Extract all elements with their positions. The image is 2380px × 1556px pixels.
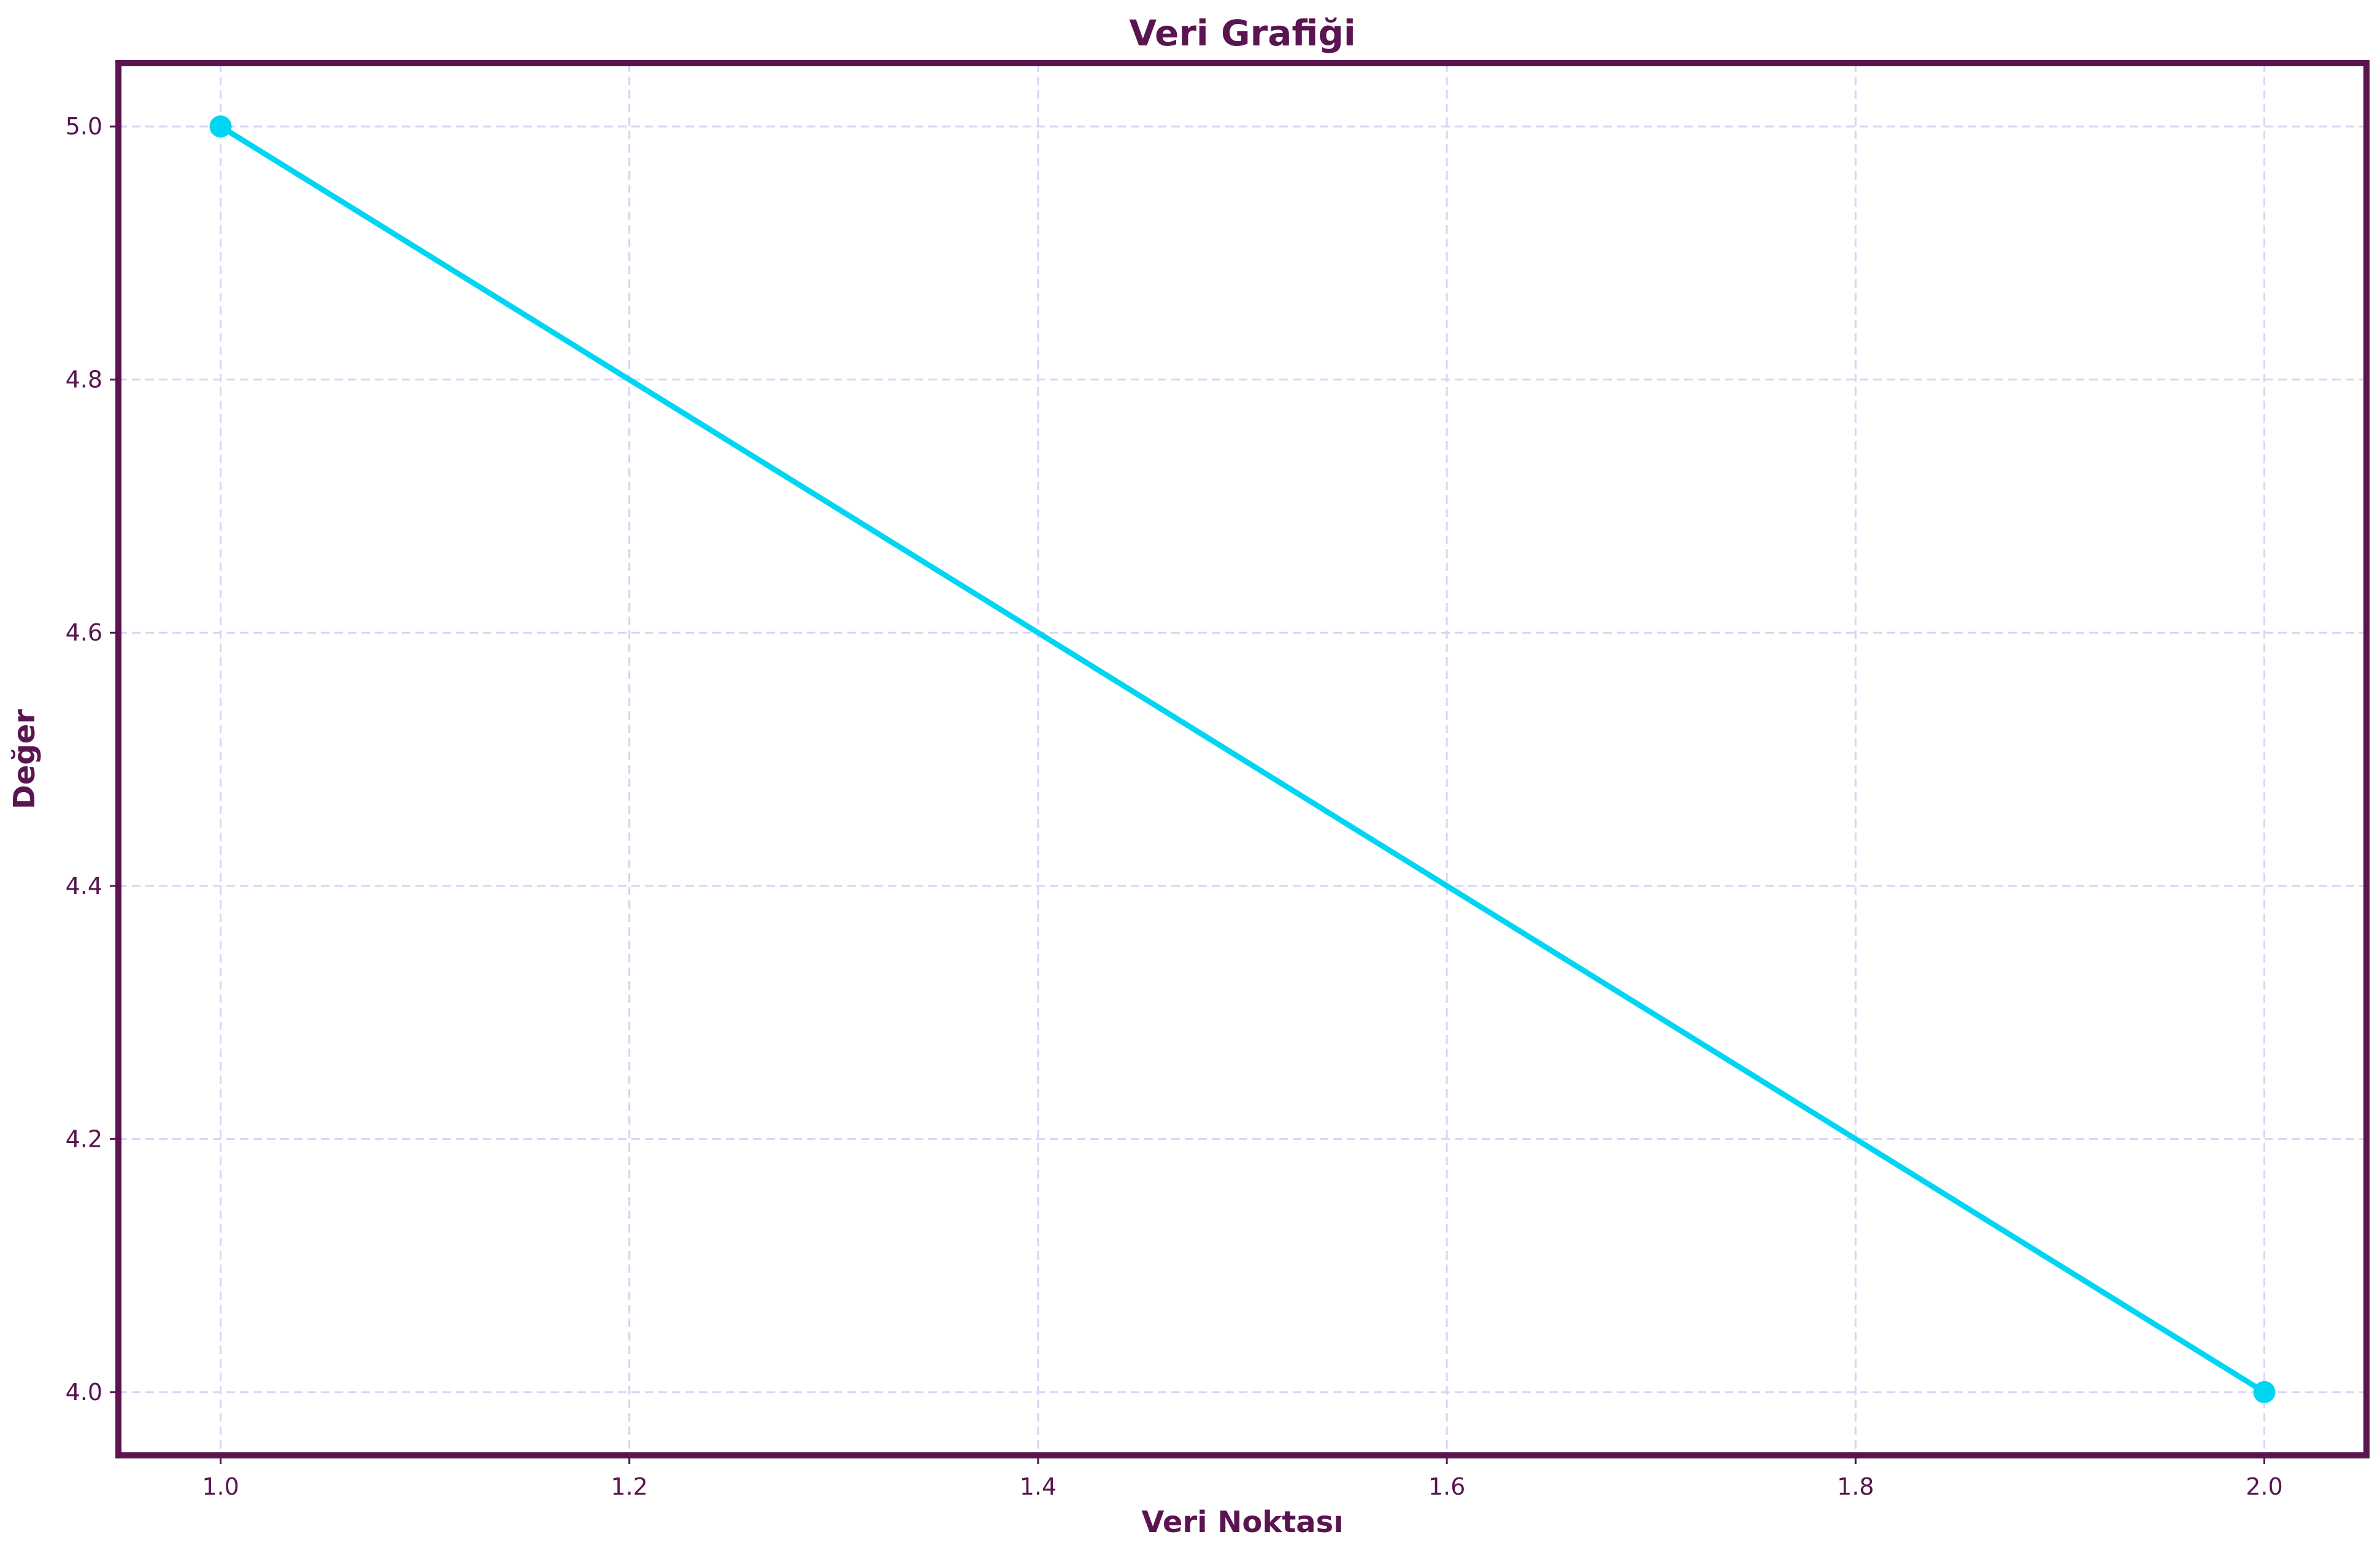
x-axis-label: Veri Noktası: [1141, 1505, 1343, 1539]
data-point: [209, 115, 232, 138]
x-tick-label: 2.0: [2246, 1473, 2282, 1500]
y-tick-label: 4.6: [66, 619, 102, 646]
chart-title: Veri Grafiği: [1129, 12, 1355, 54]
x-tick-label: 1.4: [1020, 1473, 1057, 1500]
y-tick-label: 4.8: [66, 366, 102, 393]
plot-frame: [115, 60, 2370, 1458]
data-point: [2253, 1381, 2276, 1403]
grid: [118, 63, 2367, 1455]
series-line: [218, 123, 2267, 1395]
series-layer: [209, 115, 2276, 1403]
x-tick-label: 1.6: [1428, 1473, 1465, 1500]
x-tick-label: 1.8: [1837, 1473, 1874, 1500]
y-tick-label: 4.0: [66, 1379, 102, 1406]
y-tick-label: 4.4: [66, 872, 102, 899]
x-tick-label: 1.2: [611, 1473, 648, 1500]
y-axis-label: Değer: [7, 709, 42, 809]
y-tick-label: 4.2: [66, 1125, 102, 1152]
x-tick-label: 1.0: [202, 1473, 239, 1500]
ticks: 1.0 1.2 1.4 1.6 1.8 2.0 4.0 4.2 4.4 4.6 4.8 5.0: [66, 113, 2283, 1500]
y-tick-label: 5.0: [66, 113, 102, 140]
